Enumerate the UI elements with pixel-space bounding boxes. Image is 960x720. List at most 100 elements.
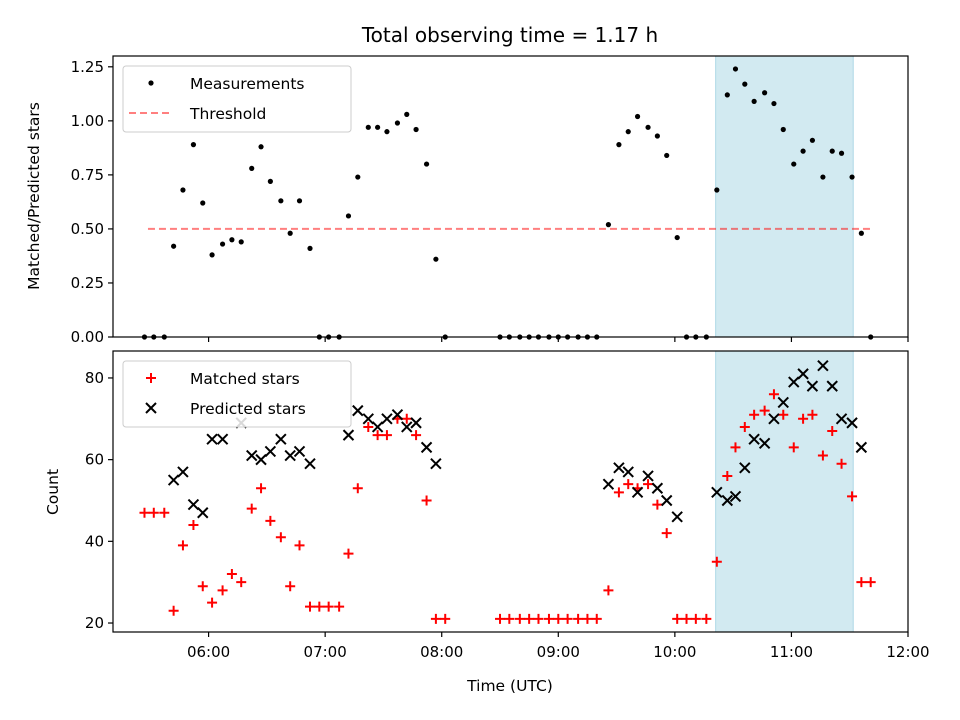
measurements-point bbox=[307, 245, 313, 251]
matched-stars-point bbox=[314, 601, 325, 612]
measurements-point bbox=[634, 113, 641, 120]
predicted-stars-point bbox=[401, 421, 413, 433]
measurements-point bbox=[605, 222, 612, 228]
matched-stars-point bbox=[440, 613, 451, 624]
predicted-stars-point bbox=[797, 368, 809, 380]
bottom-y-tick-label: 60 bbox=[85, 451, 104, 469]
top-y-tick-label: 1.25 bbox=[71, 58, 104, 76]
measurements-point bbox=[171, 243, 177, 249]
matched-stars-point bbox=[613, 487, 624, 498]
measurements-point bbox=[404, 111, 410, 117]
x-axis-label: Time (UTC) bbox=[466, 677, 553, 695]
matched-stars-point bbox=[730, 442, 741, 453]
bottom-panel-counts: 20 40 60 80 06:00 07:00 08:00 09:00 10:00 11:00 12… bbox=[85, 350, 930, 661]
predicted-stars-point bbox=[342, 429, 355, 441]
measurements-point bbox=[209, 252, 215, 258]
predicted-stars-point bbox=[167, 474, 180, 486]
matched-stars-point bbox=[865, 577, 876, 588]
matched-stars-point bbox=[363, 421, 374, 432]
bottom-axes-frame bbox=[112, 350, 909, 633]
matched-stars-point bbox=[148, 507, 159, 518]
top-legend-box bbox=[122, 65, 352, 133]
matched-stars-point bbox=[381, 430, 392, 441]
matched-stars-point bbox=[573, 613, 584, 624]
matched-stars-point bbox=[553, 613, 564, 624]
measurements-point bbox=[249, 165, 255, 171]
top-legend: Measurements Threshold bbox=[122, 65, 352, 133]
predicted-stars-point bbox=[622, 466, 634, 478]
matched-stars-point bbox=[285, 581, 296, 592]
measurements-point bbox=[345, 213, 352, 219]
measurements-point bbox=[229, 237, 235, 243]
measurements-point bbox=[394, 120, 401, 126]
matched-stars-point bbox=[275, 532, 286, 543]
measurements-point bbox=[258, 144, 264, 150]
matched-stars-point bbox=[226, 569, 237, 580]
matched-stars-point bbox=[788, 442, 799, 453]
matched-stars-point bbox=[256, 483, 267, 494]
matched-stars-point bbox=[514, 613, 525, 624]
measurements-point bbox=[296, 198, 303, 204]
bottom-observing-window-span bbox=[715, 350, 854, 633]
predicted-stars-point bbox=[631, 486, 644, 499]
matched-stars-point bbox=[246, 503, 257, 514]
matched-stars-point bbox=[759, 405, 770, 416]
matched-stars-point bbox=[836, 458, 847, 469]
matched-stars-point bbox=[827, 426, 838, 437]
matched-stars-point bbox=[343, 548, 354, 559]
measurements-point bbox=[714, 187, 720, 193]
matched-stars-point bbox=[139, 507, 150, 518]
measurements-point bbox=[724, 92, 730, 98]
legend-label: Predicted stars bbox=[190, 400, 306, 418]
x-tick-label: 12:00 bbox=[886, 643, 929, 661]
top-panel-ratio: 0.00 0.25 0.50 0.75 1.00 1.25 Measurements Thre… bbox=[71, 55, 909, 346]
measurements-point bbox=[267, 178, 273, 184]
measurements-point bbox=[200, 200, 206, 206]
predicted-stars-point bbox=[304, 458, 316, 470]
predicted-stars-point bbox=[748, 433, 760, 445]
matched-stars-point bbox=[701, 613, 712, 624]
top-y-tick-label: 0.00 bbox=[71, 328, 104, 346]
matched-stars-point bbox=[217, 585, 228, 596]
predicted-stars-point bbox=[362, 413, 374, 425]
measurements-point bbox=[413, 126, 419, 133]
measurements-point bbox=[820, 174, 826, 180]
measurements-point bbox=[287, 230, 293, 236]
bottom-y-tick-label: 20 bbox=[85, 614, 104, 632]
predicted-stars-point bbox=[255, 453, 267, 466]
bottom-legend: Matched stars Predicted stars bbox=[122, 360, 352, 428]
matched-stars-point bbox=[856, 577, 867, 588]
measurements-point bbox=[849, 174, 855, 180]
predicted-stars-point bbox=[602, 478, 615, 490]
matched-stars-point bbox=[524, 613, 535, 624]
bottom-y-axis-label: Count bbox=[44, 469, 62, 515]
measurements-point bbox=[375, 124, 381, 130]
matched-stars-point bbox=[562, 613, 573, 624]
matched-stars-point bbox=[188, 519, 199, 530]
predicted-stars-point bbox=[197, 507, 209, 519]
matched-stars-point bbox=[265, 515, 276, 526]
measurements-point bbox=[654, 133, 660, 139]
measurements-point bbox=[365, 124, 371, 130]
measurements-point bbox=[732, 66, 739, 72]
matched-stars-point bbox=[159, 507, 170, 518]
predicted-stars-point bbox=[246, 449, 258, 462]
measurements-point bbox=[616, 142, 622, 148]
measurements-point bbox=[190, 142, 197, 148]
predicted-stars-point bbox=[768, 413, 780, 425]
predicted-stars-point bbox=[613, 462, 625, 474]
legend-label: Threshold bbox=[189, 105, 266, 123]
measurements-point bbox=[751, 98, 757, 104]
x-tick-label: 09:00 bbox=[537, 643, 580, 661]
measurements-point bbox=[674, 234, 680, 241]
measurements-point bbox=[180, 187, 186, 193]
x-tick-label: 10:00 bbox=[653, 643, 696, 661]
measurements-point bbox=[838, 150, 845, 156]
matched-stars-point bbox=[603, 585, 614, 596]
matched-stars-point bbox=[623, 479, 634, 490]
predicted-stars-point bbox=[721, 494, 734, 507]
top-y-tick-label: 0.50 bbox=[71, 220, 104, 238]
matched-stars-point bbox=[652, 499, 663, 510]
matched-stars-point bbox=[807, 409, 818, 420]
matched-stars-point bbox=[495, 613, 506, 624]
